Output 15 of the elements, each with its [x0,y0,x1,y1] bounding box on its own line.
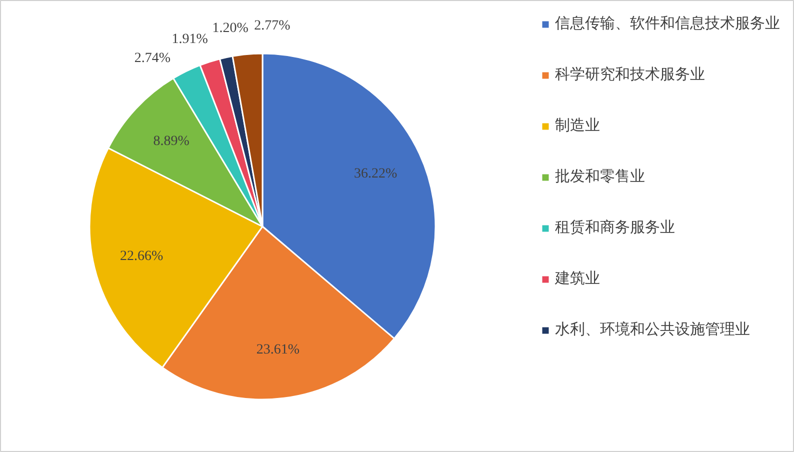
legend-label: 水利、环境和公共设施管理业 [555,320,750,339]
legend-label: 批发和零售业 [555,167,645,186]
legend-label: 建筑业 [555,269,600,288]
legend-label: 租赁和商务服务业 [555,218,675,237]
data-label: 2.77% [254,18,291,34]
data-label: 22.66% [120,248,164,264]
data-label: 1.91% [172,32,208,47]
data-label: 36.22% [354,166,398,182]
data-label: 2.74% [134,51,171,66]
legend-label: 信息传输、软件和信息技术服务业 [555,14,780,33]
legend-label: 科学研究和技术服务业 [555,65,705,84]
legend-label: 制造业 [555,116,600,135]
data-label: 23.61% [256,342,300,358]
data-label: 8.89% [153,134,190,150]
data-label: 1.20% [212,20,249,36]
